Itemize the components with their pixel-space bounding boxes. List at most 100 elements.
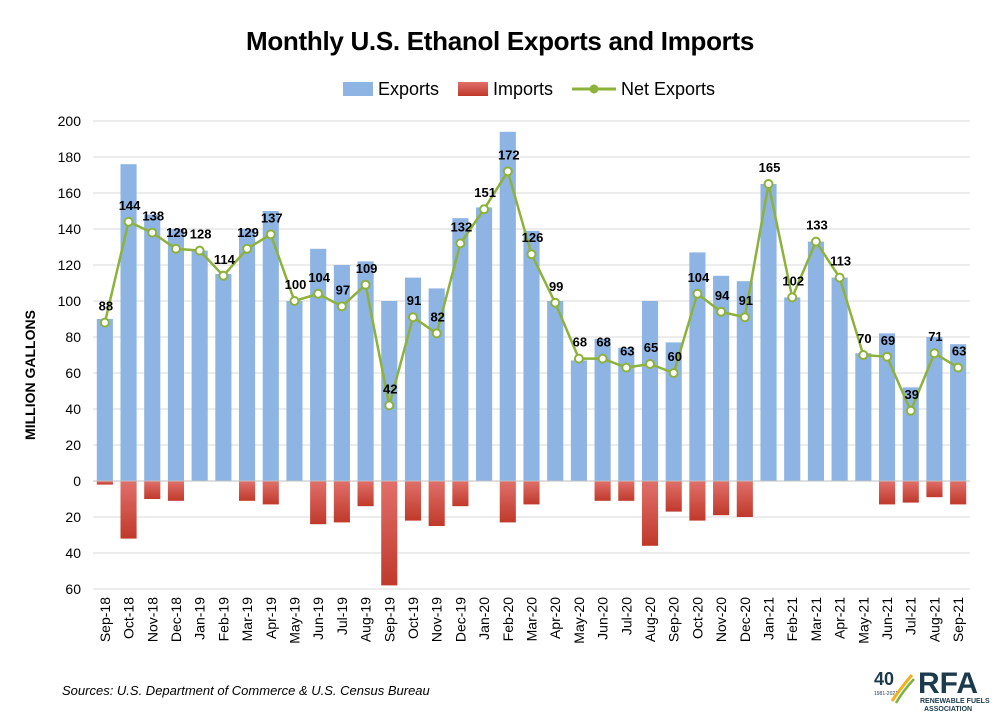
- x-tick-label: Mar-19: [239, 597, 255, 642]
- data-label: 114: [214, 252, 236, 267]
- x-tick-label: Feb-19: [215, 597, 231, 642]
- data-label: 128: [190, 227, 212, 242]
- y-tick-label: 140: [58, 221, 82, 237]
- x-tick-label: Jan-20: [476, 597, 492, 640]
- legend-label-exports: Exports: [378, 79, 439, 99]
- import-bar: [499, 481, 516, 523]
- export-bar: [950, 344, 967, 481]
- x-tick-label: Aug-19: [358, 597, 374, 642]
- x-tick-label: Sep-18: [97, 597, 113, 642]
- export-bar: [310, 248, 327, 481]
- net-exports-point: [526, 249, 537, 260]
- data-label: 88: [99, 299, 113, 314]
- x-tick-label: Oct-20: [689, 597, 705, 639]
- legend-label-net-exports: Net Exports: [621, 79, 715, 99]
- net-exports-point: [905, 405, 916, 416]
- data-label: 69: [881, 333, 895, 348]
- x-tick-label: May-20: [571, 597, 587, 644]
- import-bar: [120, 481, 137, 539]
- data-label: 104: [688, 270, 710, 285]
- y-tick-label: 100: [58, 293, 82, 309]
- data-label: 60: [667, 349, 681, 364]
- net-exports-point: [858, 350, 869, 360]
- x-tick-label: Nov-19: [429, 597, 445, 642]
- import-bar: [736, 481, 753, 517]
- net-exports-point: [739, 312, 750, 323]
- data-label: 109: [356, 261, 378, 276]
- y-tick-label: 160: [58, 185, 82, 201]
- data-label: 102: [782, 273, 804, 288]
- net-exports-point: [882, 351, 893, 362]
- x-tick-label: Mar-20: [524, 597, 540, 642]
- export-bar: [618, 347, 635, 481]
- data-label: 144: [119, 198, 141, 213]
- y-tick-label: 40: [65, 545, 81, 561]
- y-tick-label: 0: [73, 473, 81, 489]
- x-tick-label: Jun-19: [310, 597, 326, 640]
- import-bar: [926, 481, 943, 498]
- x-tick-label: Mar-21: [808, 597, 824, 642]
- export-bar: [357, 261, 374, 481]
- import-bar: [167, 481, 185, 501]
- import-bar: [357, 481, 374, 507]
- x-tick-label: Jul-21: [903, 597, 919, 635]
- net-exports-point: [218, 270, 229, 281]
- import-bar: [144, 481, 161, 499]
- x-tick-label: Sep-19: [381, 597, 397, 642]
- export-bar: [689, 252, 706, 481]
- logo-line1: RENEWABLE FUELS: [920, 698, 990, 705]
- rfa-logo: 40 1981-2021 RFA RENEWABLE FUELS ASSOCIA…: [874, 667, 990, 713]
- export-bar: [547, 301, 564, 481]
- export-bar: [452, 218, 469, 481]
- net-exports-point: [550, 297, 561, 308]
- legend-swatch-exports: [343, 82, 373, 96]
- x-tick-label: May-19: [286, 597, 302, 644]
- x-tick-label: Apr-19: [263, 597, 279, 639]
- y-tick-label: 120: [58, 257, 82, 273]
- import-bar: [333, 481, 350, 523]
- data-label: 91: [407, 293, 421, 308]
- export-bar: [191, 250, 208, 481]
- import-bar: [239, 481, 256, 501]
- net-exports-point: [810, 236, 821, 247]
- import-bar: [428, 481, 445, 526]
- data-label: 39: [905, 387, 919, 402]
- import-bar: [452, 481, 469, 507]
- import-bar: [641, 481, 659, 546]
- data-label: 100: [285, 277, 307, 292]
- logo-acronym: RFA: [918, 667, 978, 700]
- net-exports-point: [242, 243, 253, 254]
- y-tick-label: 60: [65, 365, 81, 381]
- data-label: 99: [549, 279, 563, 294]
- net-exports-point: [147, 227, 158, 238]
- x-tick-label: Jan-19: [192, 597, 208, 640]
- x-tick-label: Apr-20: [547, 597, 563, 639]
- net-exports-point: [360, 279, 371, 290]
- data-label: 71: [928, 329, 942, 344]
- x-tick-label: May-21: [855, 597, 871, 644]
- export-bar: [784, 297, 801, 481]
- source-note: Sources: U.S. Department of Commerce & U…: [62, 683, 430, 698]
- export-bar: [594, 338, 611, 481]
- export-bar: [926, 337, 943, 481]
- import-bar: [381, 481, 398, 586]
- legend-label-imports: Imports: [493, 79, 553, 99]
- y-tick-label: 20: [65, 437, 81, 453]
- net-exports-point: [99, 317, 110, 328]
- chart-title: Monthly U.S. Ethanol Exports and Imports: [245, 26, 755, 56]
- data-label: 70: [857, 331, 871, 346]
- legend-swatch-net-point: [589, 84, 599, 94]
- export-bar: [428, 288, 445, 481]
- import-bar: [713, 481, 730, 516]
- export-bar: [167, 229, 185, 481]
- net-exports-point: [834, 272, 845, 283]
- y-axis-title: MILLION GALLONS: [22, 310, 38, 440]
- x-tick-label: Dec-19: [452, 597, 468, 642]
- import-bar: [96, 481, 113, 485]
- data-label: 68: [596, 335, 610, 350]
- net-exports-point: [668, 368, 679, 378]
- export-bar: [215, 274, 232, 481]
- export-bar: [760, 184, 777, 481]
- net-exports-point: [692, 288, 703, 299]
